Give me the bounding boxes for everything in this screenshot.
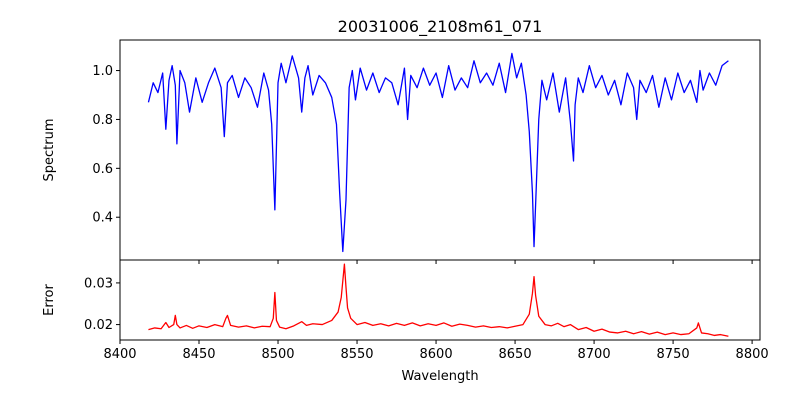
spectrum-y-tick-label: 0.6 (92, 162, 113, 177)
spectrum-y-tick-label: 1.0 (92, 64, 113, 79)
error-series-line (148, 263, 729, 337)
x-tick-label: 8400 (103, 347, 136, 362)
spectrum-y-axis-label: Spectrum (42, 119, 57, 182)
error-y-axis-label: Error (42, 284, 57, 316)
x-tick-label: 8700 (578, 347, 611, 362)
spectrum-panel: 0.4 0.6 0.8 1.0 Spectrum (42, 39, 761, 264)
x-tick-label: 8650 (499, 347, 532, 362)
x-tick-label: 8550 (340, 347, 373, 362)
error-y-tick-label: 0.02 (84, 318, 113, 333)
error-panel: 8400 8450 8500 8550 8600 8650 8700 8750 8800 0.02… (42, 259, 769, 384)
spectrum-y-tick-label: 0.4 (92, 211, 113, 226)
error-y-tick-label: 0.03 (84, 276, 113, 291)
spectrum-series-line (147, 52, 729, 253)
x-tick-label: 8800 (736, 347, 769, 362)
chart-title: 20031006_2108m61_071 (338, 17, 543, 37)
x-tick-label: 8750 (657, 347, 690, 362)
spectrum-y-tick-label: 0.8 (92, 113, 113, 128)
x-axis-label: Wavelength (401, 369, 478, 384)
x-tick-label: 8600 (420, 347, 453, 362)
x-tick-label: 8450 (182, 347, 215, 362)
x-tick-label: 8500 (261, 347, 294, 362)
error-axes-frame (119, 259, 761, 341)
